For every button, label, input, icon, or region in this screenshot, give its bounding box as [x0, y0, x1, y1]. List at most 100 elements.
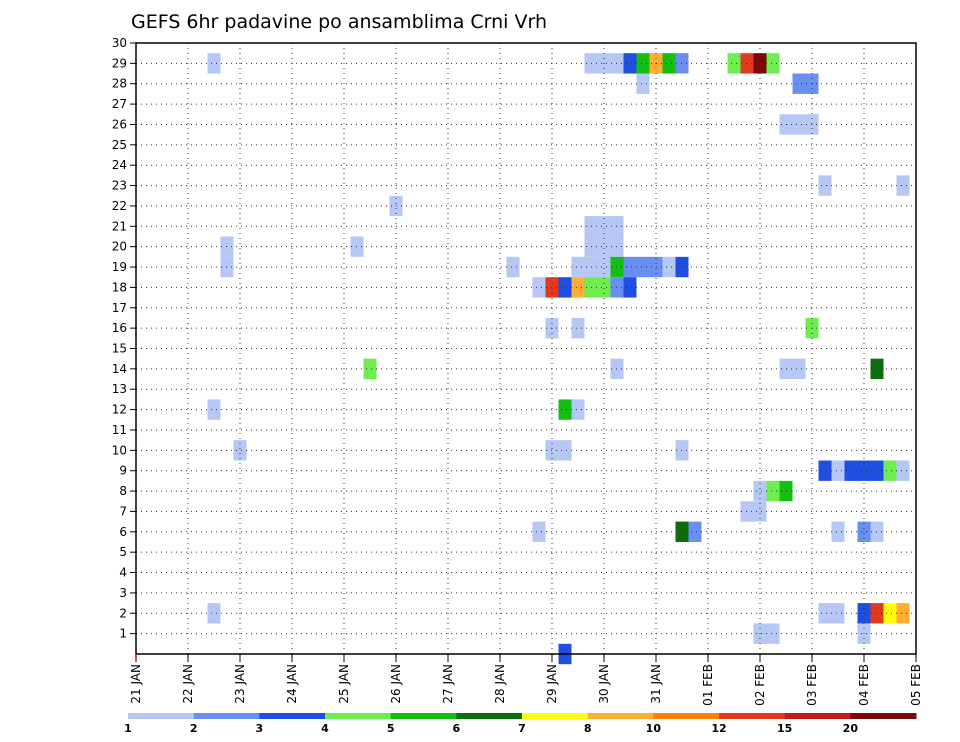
- x-tick-label: 21 JAN: [129, 664, 143, 704]
- heat-cell: [597, 277, 611, 298]
- x-tick-label: 01 FEB: [701, 664, 715, 706]
- colorbar-swatch: [850, 713, 917, 719]
- heat-cell: [623, 277, 637, 298]
- heat-cell: [896, 460, 910, 481]
- y-tick-label: 17: [112, 301, 127, 315]
- y-tick-label: 9: [119, 464, 127, 478]
- y-axis: 1234567891011121314151617181920212223242…: [112, 36, 136, 641]
- heat-cell: [636, 53, 650, 74]
- colorbar-label: 10: [646, 722, 662, 735]
- heat-cell: [766, 480, 780, 502]
- heat-cell: [857, 521, 871, 542]
- colorbar-swatch: [587, 713, 654, 719]
- y-tick-label: 8: [119, 484, 127, 498]
- y-tick-label: 6: [119, 525, 127, 539]
- colorbar-label: 6: [453, 722, 461, 735]
- colorbar-label: 8: [584, 722, 592, 735]
- x-tick-label: 31 JAN: [649, 664, 663, 704]
- y-tick-label: 30: [112, 36, 127, 50]
- heat-cell: [727, 53, 741, 74]
- heat-cell: [792, 114, 806, 135]
- heat-cell: [896, 175, 910, 196]
- grid: [136, 43, 916, 654]
- heat-cell: [831, 460, 845, 481]
- heat-cell: [207, 53, 221, 74]
- y-tick-label: 20: [112, 240, 127, 254]
- heat-cell: [831, 603, 845, 624]
- colorbar-label: 7: [518, 722, 526, 735]
- chart-title: GEFS 6hr padavine po ansamblima Crni Vrh: [131, 11, 547, 33]
- colorbar: 1 2 3 4 5 6 7 8 10 12 15 20: [124, 713, 917, 735]
- y-tick-label: 3: [119, 586, 127, 600]
- colorbar-label: 3: [256, 722, 264, 735]
- y-tick-label: 18: [112, 280, 127, 294]
- colorbar-swatch: [653, 713, 720, 719]
- x-tick-label: 29 JAN: [545, 664, 559, 704]
- data-cells: [207, 53, 910, 665]
- heat-cell: [233, 440, 247, 461]
- colorbar-swatch: [456, 713, 523, 719]
- colorbar-label: 1: [124, 722, 132, 735]
- heat-cell: [558, 440, 572, 461]
- heat-cell: [753, 480, 767, 502]
- heat-cell: [571, 256, 585, 278]
- y-tick-label: 21: [112, 219, 127, 233]
- heat-cell: [597, 256, 611, 278]
- x-tick-label: 28 JAN: [493, 664, 507, 704]
- x-axis: 21 JAN 22 JAN 23 JAN 24 JAN 25 JAN 26 JAN 27 J…: [129, 654, 923, 706]
- x-tick-label: 23 JAN: [233, 664, 247, 704]
- y-tick-label: 10: [112, 443, 127, 457]
- x-tick-label: 02 FEB: [753, 664, 767, 706]
- y-tick-label: 24: [112, 158, 127, 172]
- colorbar-swatch: [522, 713, 589, 719]
- x-tick-label: 04 FEB: [857, 664, 871, 706]
- x-tick-label: 03 FEB: [805, 664, 819, 706]
- x-tick-label: 30 JAN: [597, 664, 611, 704]
- colorbar-swatch: [128, 713, 195, 719]
- colorbar-swatch: [719, 713, 786, 719]
- heat-cell: [558, 277, 572, 298]
- colorbar-label: 2: [190, 722, 198, 735]
- heat-cell: [831, 521, 845, 542]
- colorbar-swatch: [325, 713, 392, 719]
- heat-cell: [818, 603, 832, 624]
- colorbar-swatch: [390, 713, 457, 719]
- heat-cell: [883, 460, 897, 481]
- x-tick-label: 22 JAN: [181, 664, 195, 704]
- heat-cell: [688, 521, 702, 542]
- heat-cell: [363, 358, 377, 380]
- heat-cell: [558, 399, 572, 420]
- x-tick-label: 25 JAN: [337, 664, 351, 704]
- y-tick-label: 5: [119, 545, 127, 559]
- heat-cell: [896, 603, 910, 624]
- heat-cell: [571, 317, 585, 339]
- y-tick-label: 28: [112, 77, 127, 91]
- heat-cell: [597, 236, 611, 257]
- heat-cell: [636, 73, 650, 94]
- y-tick-label: 19: [112, 260, 127, 274]
- y-tick-label: 25: [112, 138, 127, 152]
- heat-cell: [532, 521, 546, 542]
- colorbar-swatch: [193, 713, 260, 719]
- heat-cell: [753, 501, 767, 522]
- heat-cell: [571, 277, 585, 298]
- heat-cell: [623, 53, 637, 74]
- heat-cell: [532, 277, 546, 298]
- y-tick-label: 22: [112, 199, 127, 213]
- heat-cell: [207, 399, 221, 420]
- heat-cell: [766, 53, 780, 74]
- y-tick-label: 15: [112, 342, 127, 356]
- heat-cell: [818, 460, 832, 481]
- y-tick-label: 14: [112, 362, 127, 376]
- heat-cell: [207, 603, 221, 624]
- y-tick-label: 1: [119, 627, 127, 641]
- y-tick-label: 2: [119, 606, 127, 620]
- y-tick-label: 27: [112, 97, 127, 111]
- heat-cell: [662, 53, 676, 74]
- heat-cell: [636, 256, 650, 278]
- heat-cell: [792, 73, 806, 94]
- heat-cell: [792, 358, 806, 380]
- colorbar-swatch: [259, 713, 326, 719]
- heat-cell: [883, 603, 897, 624]
